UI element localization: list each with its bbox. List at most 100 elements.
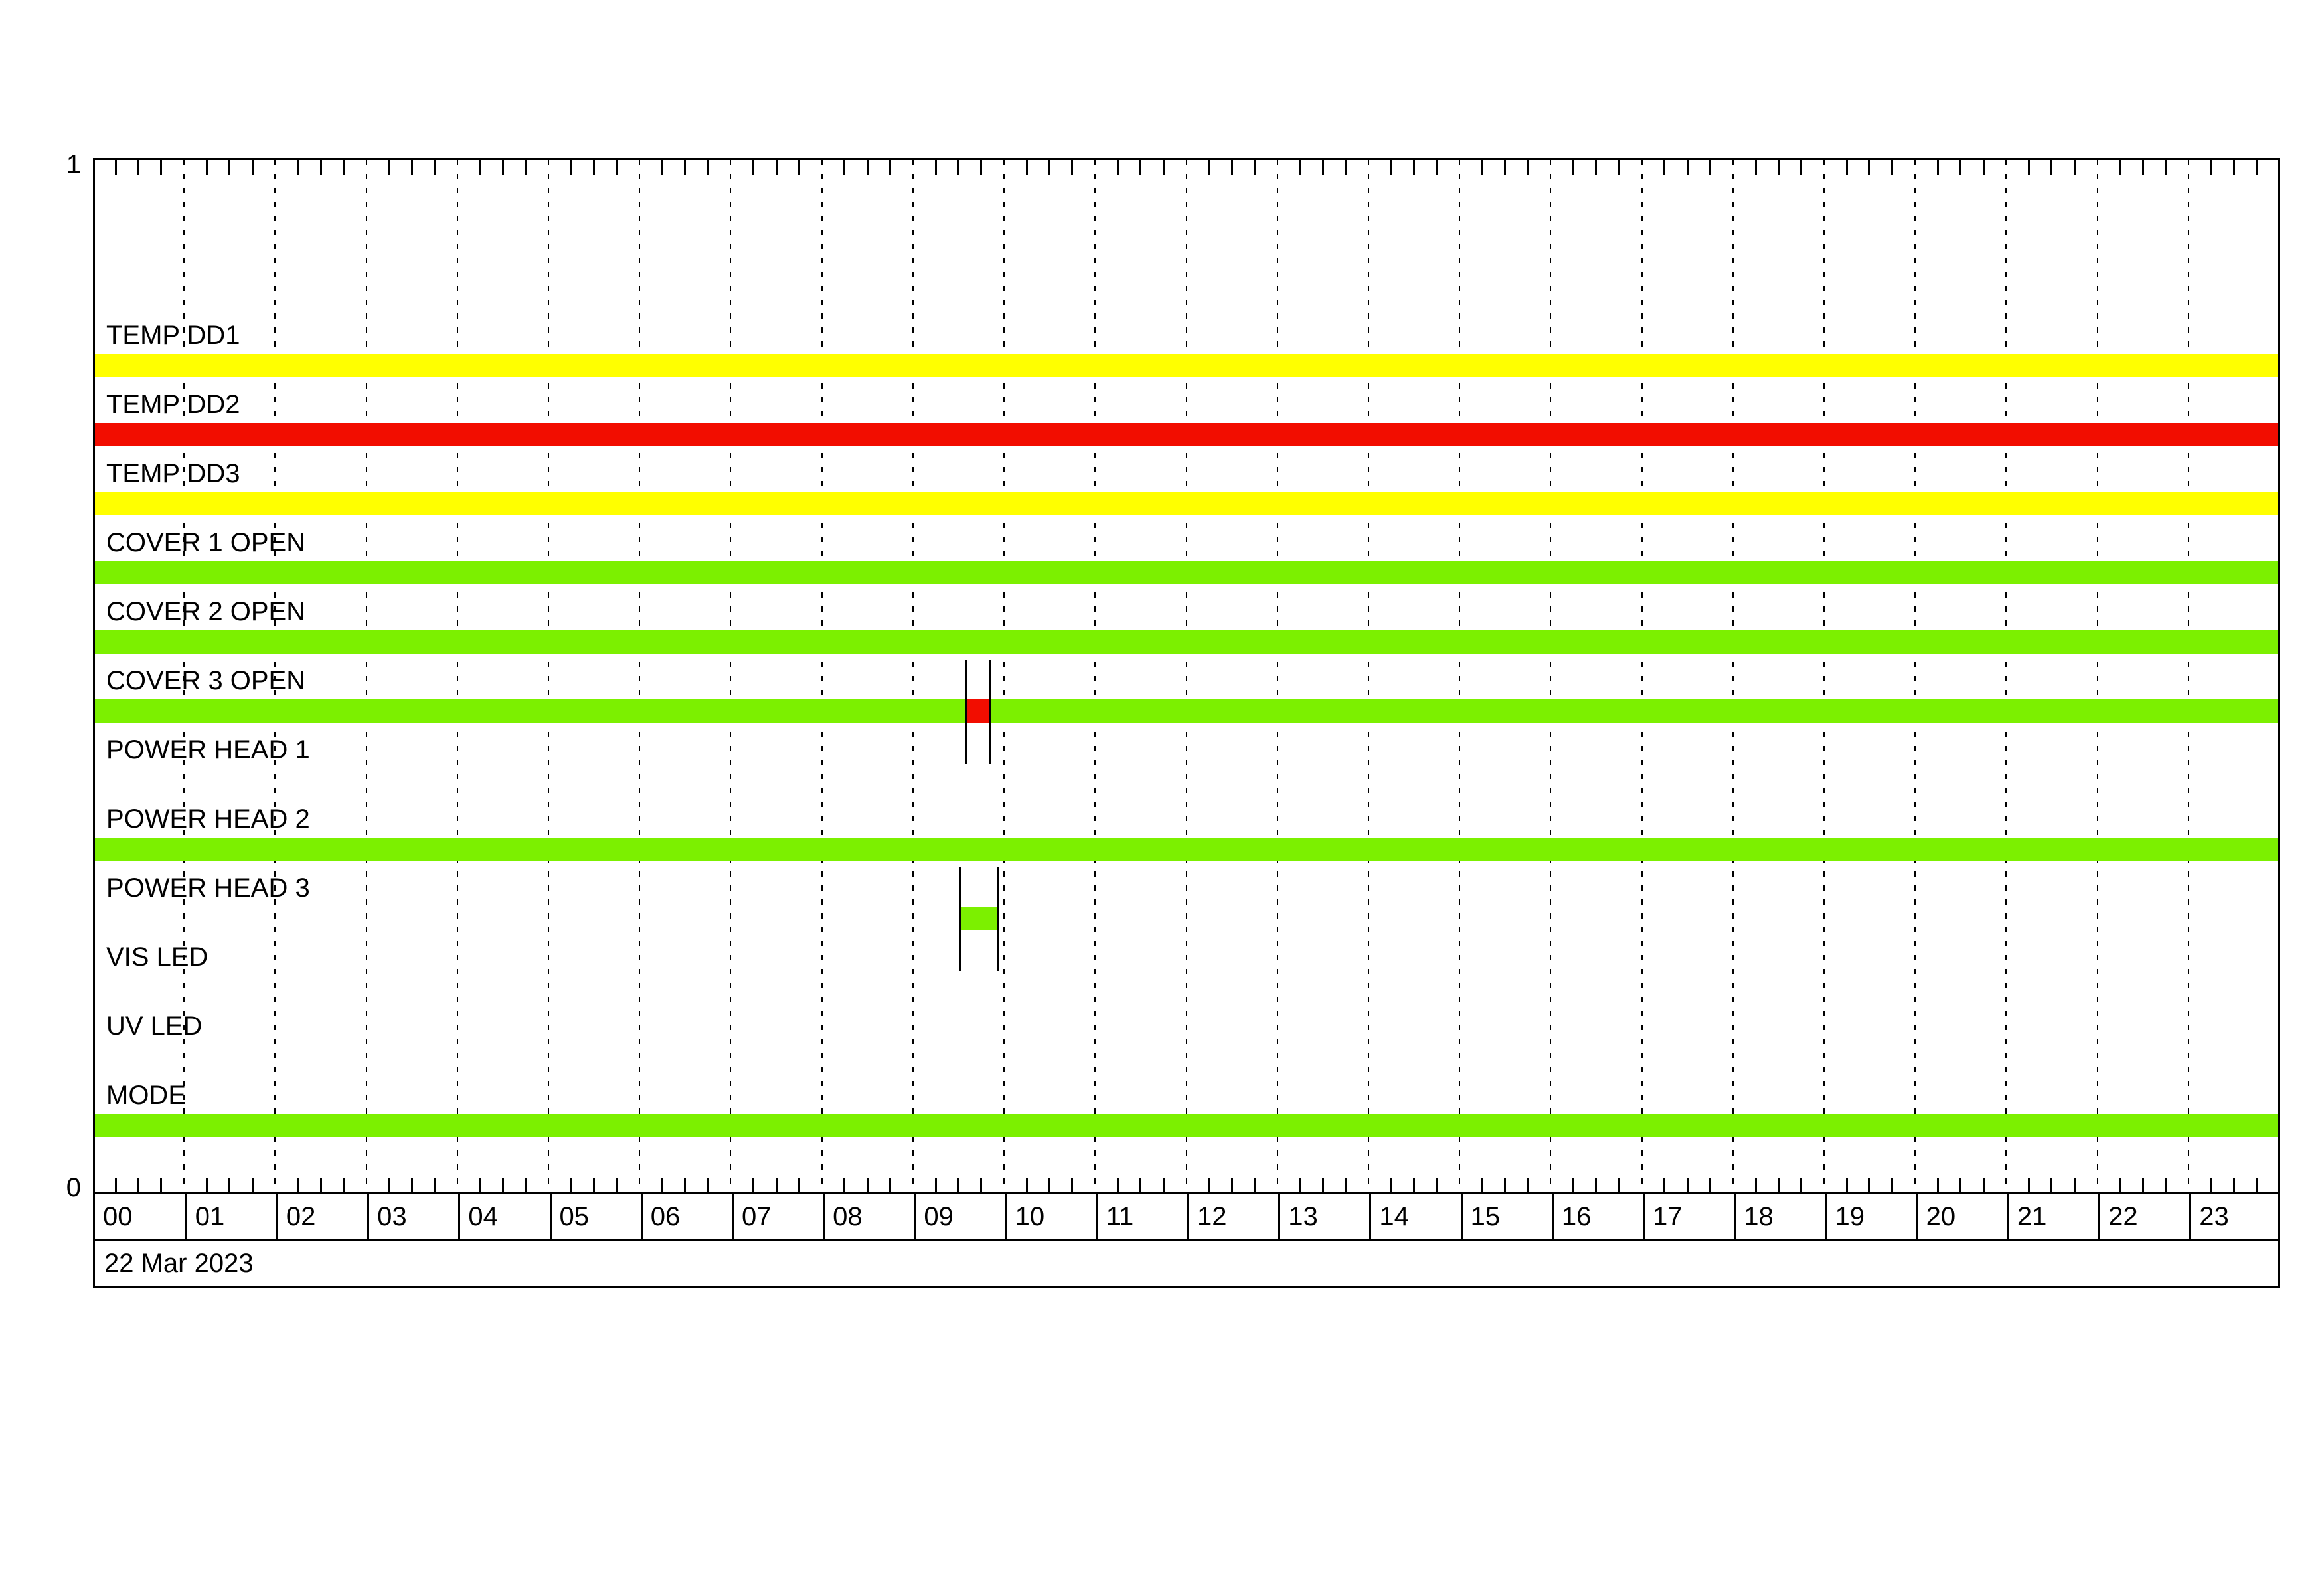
hour-cell: 16	[1551, 1194, 1643, 1239]
minor-tick-bottom	[934, 1178, 937, 1192]
minor-tick-top	[1845, 160, 1848, 175]
hour-cell: 14	[1369, 1194, 1460, 1239]
hour-label: 01	[195, 1202, 225, 1231]
minor-tick-bottom	[206, 1178, 208, 1192]
hour-cell: 21	[2007, 1194, 2098, 1239]
x-axis-date-band: 22 Mar 2023	[93, 1241, 2280, 1288]
minor-tick-top	[160, 160, 163, 175]
minor-tick-bottom	[1708, 1178, 1711, 1192]
minor-tick-bottom	[1936, 1178, 1939, 1192]
minor-tick-top	[1208, 160, 1210, 175]
minor-tick-bottom	[1345, 1178, 1347, 1192]
minor-tick-top	[1230, 160, 1233, 175]
minor-tick-bottom	[1777, 1178, 1780, 1192]
minor-tick-top	[1527, 160, 1529, 175]
hour-label: 15	[1470, 1202, 1501, 1231]
minor-tick-bottom	[297, 1178, 299, 1192]
hour-label: 03	[377, 1202, 407, 1231]
minor-tick-bottom	[1230, 1178, 1233, 1192]
minor-tick-bottom	[797, 1178, 800, 1192]
minor-tick-bottom	[2164, 1178, 2167, 1192]
minor-tick-bottom	[1390, 1178, 1392, 1192]
hour-label: 17	[1653, 1202, 1683, 1231]
state-bar-green	[93, 630, 2280, 654]
minor-tick-top	[1800, 160, 1803, 175]
event-marker-line	[989, 660, 991, 764]
minor-tick-top	[2119, 160, 2121, 175]
hour-cell: 09	[914, 1194, 1005, 1239]
hour-gridline	[1276, 160, 1278, 1192]
hour-cell: 11	[1096, 1194, 1187, 1239]
minor-tick-top	[1321, 160, 1324, 175]
minor-tick-bottom	[616, 1178, 618, 1192]
hour-cell: 06	[640, 1194, 732, 1239]
hour-gridline	[456, 160, 458, 1192]
row-label: MODE	[106, 1081, 186, 1110]
minor-tick-bottom	[1321, 1178, 1324, 1192]
y-axis-max-label: 1	[66, 150, 81, 179]
minor-tick-bottom	[434, 1178, 436, 1192]
hour-label: 07	[741, 1202, 772, 1231]
minor-tick-top	[1390, 160, 1392, 175]
minor-tick-bottom	[228, 1178, 231, 1192]
hour-cell: 22	[2098, 1194, 2189, 1239]
hour-gridline	[1914, 160, 1916, 1192]
minor-tick-top	[501, 160, 504, 175]
x-axis-hour-band: 00 01 02 03 04 05 06 07 08 09 10 11 12 13 14 15 16 17 18 19…	[93, 1194, 2280, 1241]
hour-gridline	[1003, 160, 1005, 1192]
minor-tick-top	[388, 160, 390, 175]
minor-tick-bottom	[1800, 1178, 1803, 1192]
minor-tick-bottom	[1025, 1178, 1028, 1192]
minor-tick-bottom	[1572, 1178, 1575, 1192]
row-label: COVER 3 OPEN	[106, 666, 306, 695]
minor-tick-bottom	[752, 1178, 755, 1192]
minor-tick-top	[525, 160, 527, 175]
minor-tick-top	[2141, 160, 2144, 175]
hour-cell: 10	[1005, 1194, 1096, 1239]
minor-tick-top	[866, 160, 869, 175]
hour-label: 04	[468, 1202, 498, 1231]
minor-tick-bottom	[501, 1178, 504, 1192]
hour-gridline	[1185, 160, 1187, 1192]
minor-tick-top	[1618, 160, 1620, 175]
minor-tick-top	[2256, 160, 2258, 175]
minor-tick-top	[1708, 160, 1711, 175]
minor-tick-top	[1959, 160, 1962, 175]
minor-tick-bottom	[1663, 1178, 1666, 1192]
hour-gridline	[1823, 160, 1825, 1192]
row-label: VIS LED	[106, 942, 208, 972]
minor-tick-top	[570, 160, 572, 175]
event-marker-line	[965, 660, 968, 764]
hour-gridline	[274, 160, 276, 1192]
minor-tick-bottom	[706, 1178, 709, 1192]
hour-cell: 05	[549, 1194, 641, 1239]
minor-tick-top	[980, 160, 983, 175]
hour-cell: 19	[1825, 1194, 1916, 1239]
minor-tick-bottom	[2119, 1178, 2121, 1192]
hour-gridline	[1641, 160, 1643, 1192]
minor-tick-bottom	[1618, 1178, 1620, 1192]
hour-cell: 01	[185, 1194, 276, 1239]
minor-tick-bottom	[2210, 1178, 2212, 1192]
hour-gridline	[2096, 160, 2098, 1192]
minor-tick-bottom	[2028, 1178, 2031, 1192]
minor-tick-bottom	[1845, 1178, 1848, 1192]
hour-gridline	[548, 160, 550, 1192]
minor-tick-top	[1162, 160, 1165, 175]
hour-cell: 03	[367, 1194, 458, 1239]
minor-tick-bottom	[661, 1178, 664, 1192]
minor-tick-bottom	[1595, 1178, 1598, 1192]
hour-cell: 00	[95, 1194, 186, 1239]
hour-cell: 23	[2189, 1194, 2280, 1239]
minor-tick-top	[2050, 160, 2053, 175]
minor-tick-top	[137, 160, 140, 175]
minor-tick-top	[843, 160, 846, 175]
minor-tick-top	[1936, 160, 1939, 175]
state-bar-green	[93, 699, 2280, 723]
minor-tick-bottom	[1048, 1178, 1051, 1192]
row-label: UV LED	[106, 1012, 203, 1041]
minor-tick-top	[706, 160, 709, 175]
minor-tick-bottom	[1504, 1178, 1507, 1192]
plot-area: TEMP DD1 TEMP DD2 TEMP DD3 COVER 1 OPEN COVE…	[93, 158, 2280, 1194]
minor-tick-bottom	[1208, 1178, 1210, 1192]
